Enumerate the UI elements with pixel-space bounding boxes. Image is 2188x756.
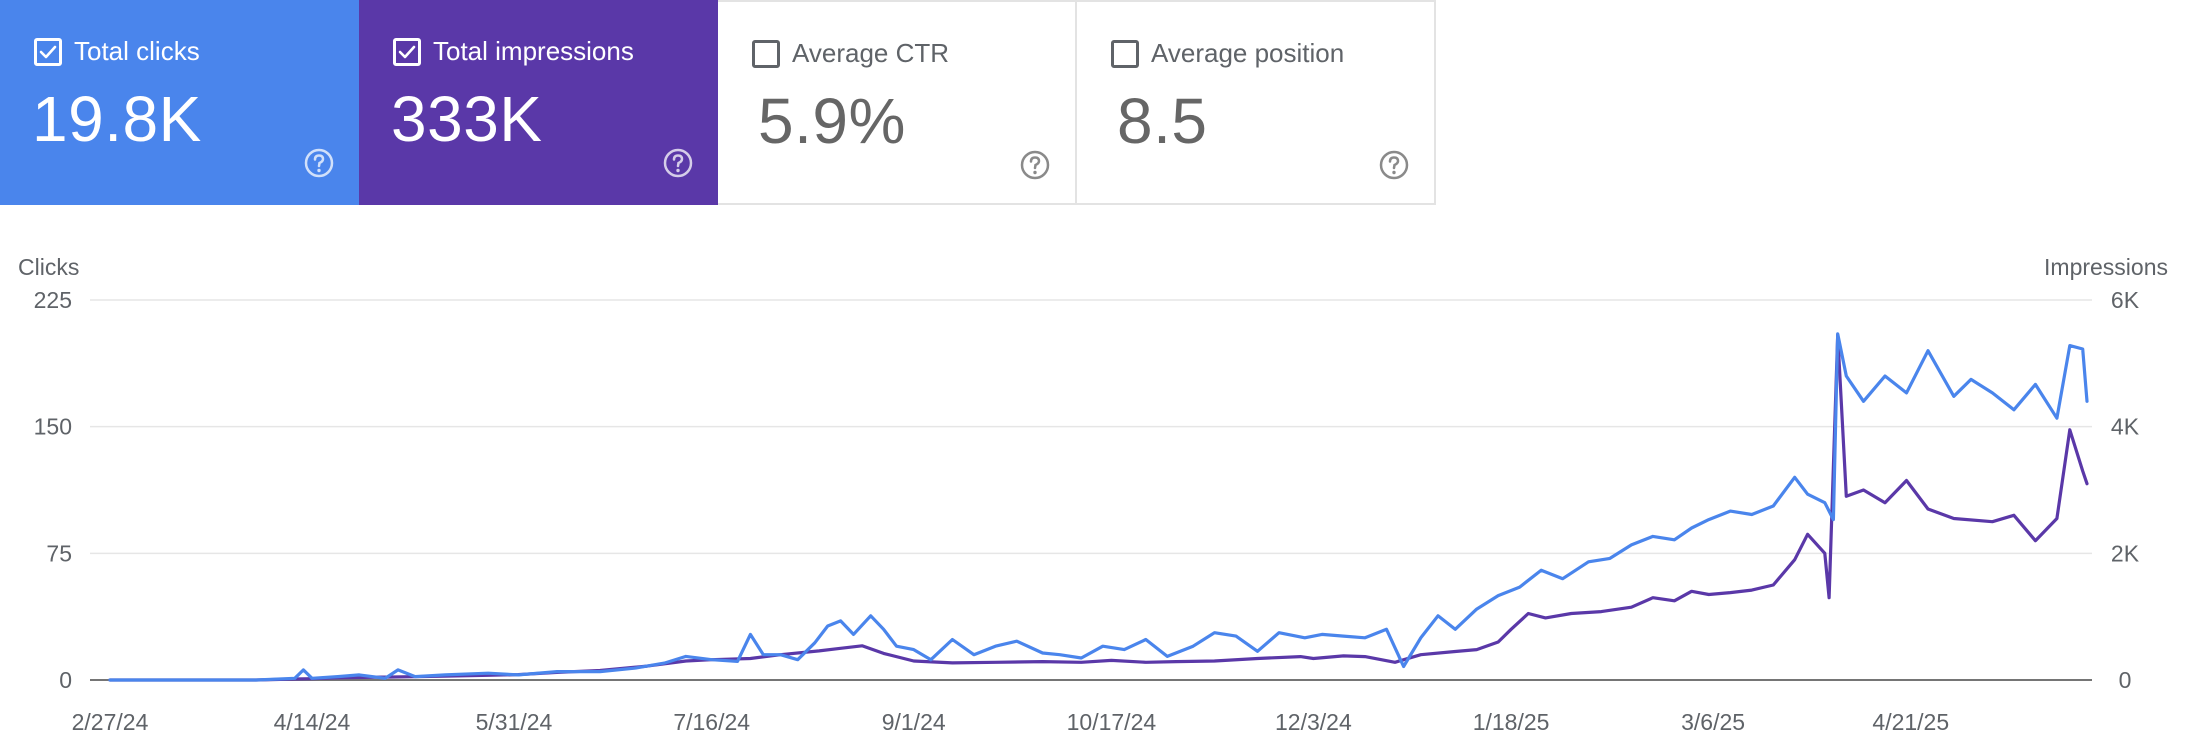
y-right-tick-label: 4K [2111,414,2140,440]
impressions-series-line [108,333,2089,682]
x-tick-label: 10/17/24 [1067,709,1157,735]
y-right-tick-label: 0 [2119,667,2132,693]
clicks-series-line [108,332,2089,682]
checkbox-icon[interactable] [1111,39,1139,68]
checkbox-icon[interactable] [34,37,62,66]
y-right-tick-label: 2K [2111,540,2140,566]
total-clicks-card[interactable]: Total clicks 19.8K [0,0,359,205]
card-value: 5.9% [758,85,906,157]
card-label: Average position [1151,38,1345,68]
x-tick-label: 9/1/24 [882,709,946,735]
y-left-tick-label: 75 [46,540,72,566]
y-left-tick-label: 0 [59,667,72,693]
card-value: 333K [391,83,543,155]
checkbox-icon[interactable] [393,37,421,66]
x-tick-label: 2/27/24 [72,709,149,735]
card-label: Total clicks [74,36,200,66]
y-left-tick-label: 150 [34,414,72,440]
x-tick-label: 12/3/24 [1275,709,1352,735]
average-position-card[interactable]: Average position 8.5 [1077,0,1436,205]
average-ctr-card[interactable]: Average CTR 5.9% [718,0,1077,205]
x-tick-label: 1/18/25 [1473,709,1550,735]
metric-cards: Total clicks 19.8K Total impressions 333… [0,0,1436,205]
y-left-tick-label: 225 [34,287,72,313]
help-circle-icon[interactable] [1019,149,1051,181]
gridlines [90,299,2092,681]
card-value: 19.8K [32,83,202,155]
card-label: Total impressions [433,36,634,66]
y-axis-right-label: Impressions [2044,254,2168,280]
x-tick-label: 5/31/24 [476,709,553,735]
card-label: Average CTR [792,38,950,68]
checkbox-icon[interactable] [752,39,780,68]
x-tick-label: 7/16/24 [673,709,750,735]
help-circle-icon[interactable] [662,147,694,179]
x-tick-label: 3/6/25 [1681,709,1745,735]
y-right-tick-label: 6K [2111,287,2140,313]
total-impressions-card[interactable]: Total impressions 333K [359,0,718,205]
help-circle-icon[interactable] [303,147,335,179]
series-lines [108,332,2089,682]
x-tick-label: 4/14/24 [274,709,351,735]
y-axis-left-label: Clicks [18,254,79,280]
help-circle-icon[interactable] [1378,149,1410,181]
x-tick-label: 4/21/25 [1872,709,1949,735]
card-value: 8.5 [1117,85,1208,157]
